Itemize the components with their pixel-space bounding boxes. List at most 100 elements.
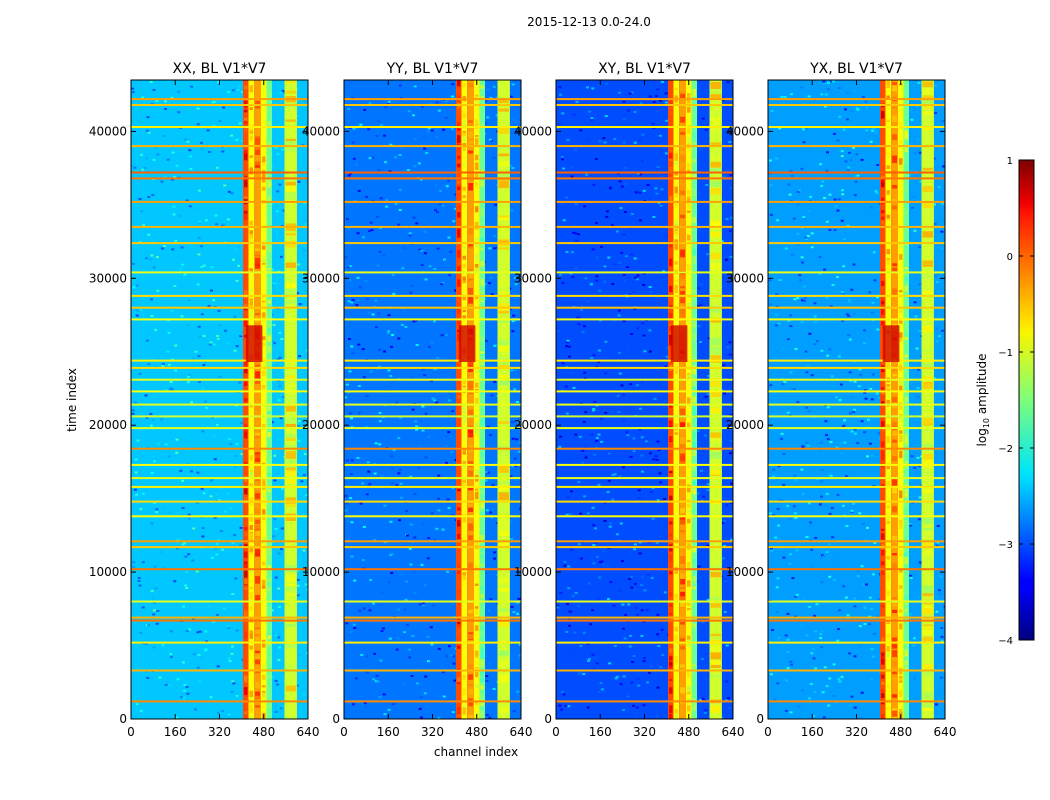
time-row [131, 378, 308, 381]
time-row [768, 271, 945, 274]
waterfall-image [556, 80, 733, 719]
x-tick-label: 0 [764, 725, 772, 739]
panel-1: XX, BL V1*V7 0 160 320 480 640 0 10000 20000 3000… [89, 61, 320, 739]
colorbar-tick-label: −1 [998, 348, 1013, 359]
time-row [768, 616, 945, 619]
burst-region [670, 325, 688, 362]
x-tick-label: 640 [510, 725, 533, 739]
time-row [131, 177, 308, 180]
time-row [556, 294, 733, 297]
time-row [344, 104, 521, 106]
time-row [344, 271, 521, 274]
time-row [344, 200, 521, 203]
time-row [344, 427, 521, 430]
time-row [556, 177, 733, 180]
time-row [556, 641, 733, 644]
time-row [344, 98, 521, 101]
colorbar-ticks: −4 −3 −2 −1 0 1 [998, 156, 1034, 647]
time-row [768, 540, 945, 543]
panel-2: YY, BL V1*V7 0 160 320 480 640 0 10000 20000 3000… [302, 61, 533, 739]
panel-3: XY, BL V1*V7 0 160 320 480 640 0 10000 20000 3000… [514, 61, 745, 739]
channel-band [673, 80, 679, 719]
time-row [556, 568, 733, 571]
x-tick-label: 160 [589, 725, 612, 739]
time-row [344, 318, 521, 321]
time-row [556, 359, 733, 362]
time-row [768, 200, 945, 203]
y-tick-label: 40000 [514, 124, 552, 138]
time-row [131, 306, 308, 309]
time-row [556, 540, 733, 543]
time-row [344, 515, 521, 518]
y-tick-label: 30000 [89, 271, 127, 285]
y-tick-label: 0 [544, 712, 552, 726]
channel-band [709, 80, 722, 719]
time-row [344, 306, 521, 309]
time-row [131, 515, 308, 518]
time-row [556, 500, 733, 503]
x-tick-label: 160 [801, 725, 824, 739]
time-row [556, 171, 733, 174]
time-row [556, 200, 733, 203]
time-row [556, 415, 733, 418]
time-row [344, 171, 521, 174]
time-row [344, 619, 521, 622]
waterfall-image [131, 80, 308, 719]
time-row [768, 600, 945, 603]
colorbar-label-subscript: 10 [982, 418, 991, 428]
time-row [556, 477, 733, 480]
time-row [556, 366, 733, 369]
time-row [131, 145, 308, 148]
x-tick-label: 0 [340, 725, 348, 739]
time-row [131, 390, 308, 393]
colorbar-tick-label: 0 [1007, 252, 1013, 263]
time-row [768, 104, 945, 106]
time-row [556, 619, 733, 622]
y-tick-label: 20000 [89, 418, 127, 432]
time-row [344, 378, 521, 381]
y-tick-label: 0 [756, 712, 764, 726]
time-row [556, 306, 733, 309]
time-row [344, 568, 521, 571]
x-tick-label: 320 [208, 725, 231, 739]
time-row [768, 359, 945, 362]
time-row [344, 546, 521, 549]
time-row [131, 619, 308, 622]
time-row [344, 669, 521, 672]
time-row [768, 619, 945, 622]
channel-band [898, 80, 904, 719]
time-row [768, 318, 945, 321]
time-row [556, 700, 733, 703]
time-row [768, 500, 945, 503]
time-row [768, 447, 945, 450]
time-row [344, 390, 521, 393]
time-row [131, 500, 308, 503]
channel-band [467, 80, 474, 719]
time-row [556, 515, 733, 518]
time-row [131, 171, 308, 174]
time-row [131, 271, 308, 274]
y-tick-label: 20000 [514, 418, 552, 432]
time-row [131, 225, 308, 228]
time-row [768, 171, 945, 174]
time-row [344, 242, 521, 245]
colorbar-tick-label: −2 [998, 444, 1013, 455]
channel-band [885, 80, 891, 719]
y-tick-label: 20000 [726, 418, 764, 432]
time-row [344, 616, 521, 619]
time-row [131, 200, 308, 203]
y-tick-label: 30000 [302, 271, 340, 285]
time-row [131, 463, 308, 466]
colorbar-tick-label: 1 [1007, 156, 1013, 167]
time-row [556, 145, 733, 148]
time-row [768, 700, 945, 703]
time-row [556, 600, 733, 603]
time-row [768, 366, 945, 369]
time-row [344, 366, 521, 369]
x-tick-label: 480 [465, 725, 488, 739]
time-row [344, 145, 521, 148]
time-row [344, 359, 521, 362]
time-row [344, 600, 521, 603]
time-row [131, 540, 308, 543]
